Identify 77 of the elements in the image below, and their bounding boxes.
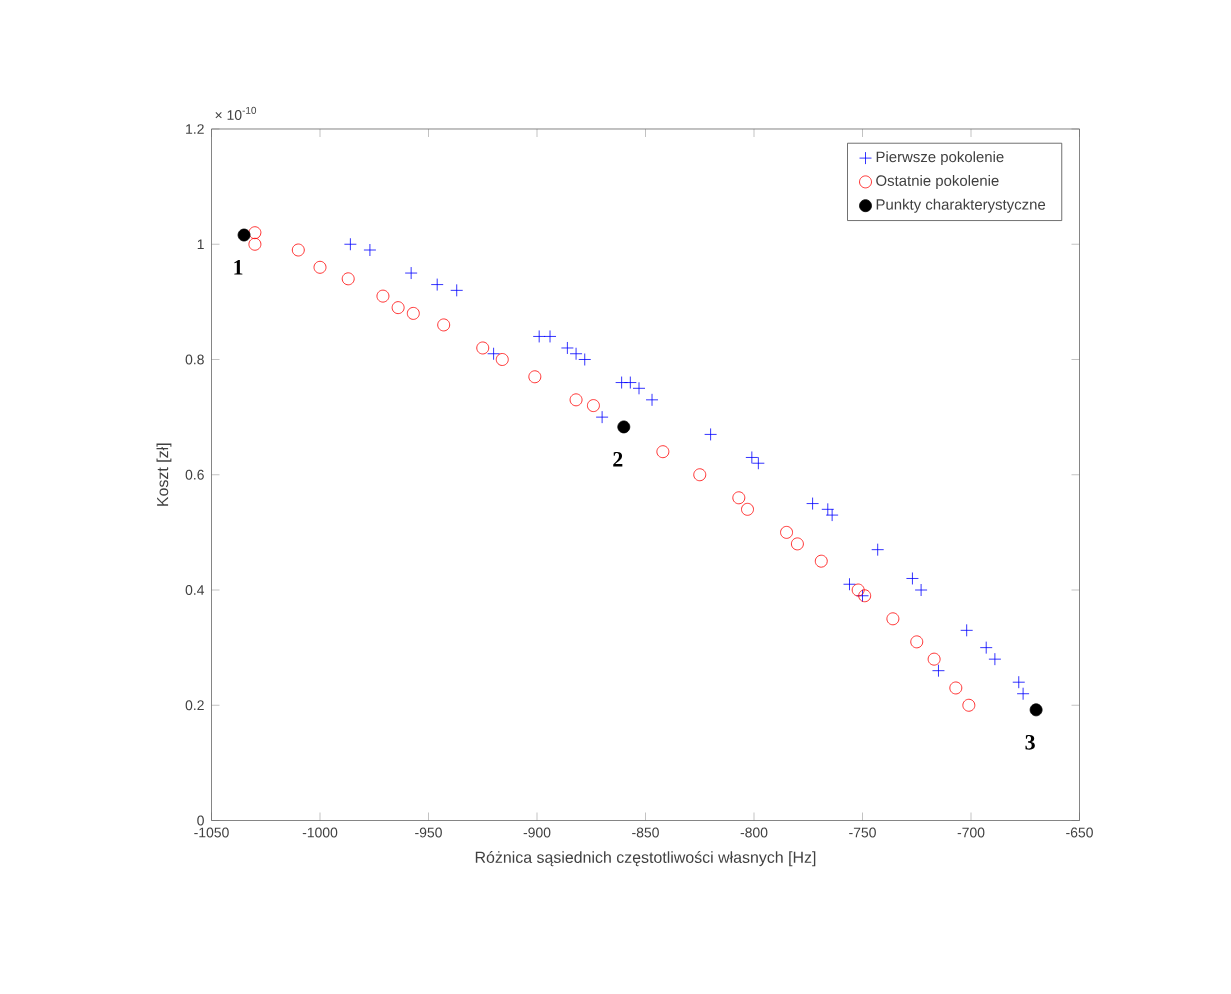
x-tick-label: -750: [849, 827, 876, 838]
point: [979, 641, 993, 655]
x-axis-title: Różnica sąsiednich częstotliwości własnych [Hz]: [475, 851, 816, 867]
point: [406, 307, 420, 320]
x-tick-label: -950: [415, 827, 442, 838]
point: [291, 243, 305, 257]
point: [437, 318, 451, 332]
point: [391, 301, 405, 315]
annotation: 1: [234, 260, 243, 275]
legend-label: Pierwsze pokolenie: [876, 151, 1004, 166]
point: [450, 283, 464, 297]
x-tick-label: -900: [523, 827, 551, 838]
y-tick-label: 0.2: [185, 700, 204, 711]
x-tick-label: -850: [632, 827, 659, 838]
point: [927, 652, 941, 666]
point: [960, 623, 974, 637]
x-tick-label: -1050: [194, 827, 229, 838]
point: [528, 370, 542, 384]
point: [376, 289, 390, 303]
y-axis-title: Koszt [zł]: [156, 443, 172, 506]
point: [595, 410, 609, 424]
point: [871, 543, 885, 557]
point: [791, 537, 804, 551]
point: [843, 577, 856, 591]
point: [313, 260, 327, 274]
point: [914, 583, 928, 597]
legend-label: Punkty charakterystyczne: [876, 198, 1046, 213]
point: [532, 330, 546, 343]
point: [341, 272, 355, 286]
point: [487, 347, 500, 361]
point: [851, 583, 865, 597]
point: [949, 681, 963, 695]
point: [543, 330, 557, 343]
point: [910, 635, 924, 649]
point: [237, 228, 251, 242]
x-tick-label: -700: [957, 827, 985, 838]
y-tick-label: 1: [197, 239, 204, 250]
point: [248, 237, 262, 251]
point: [1016, 687, 1030, 701]
y-tick-label: 0: [197, 815, 204, 826]
x-tick-label: -1000: [302, 827, 338, 838]
point: [806, 497, 819, 510]
point: [495, 353, 509, 366]
x-tick-label: -800: [740, 827, 768, 838]
point: [1012, 675, 1026, 689]
text: × 10$^{-10}$: [215, 106, 257, 120]
point: [569, 393, 583, 407]
annotation: 2: [613, 451, 623, 467]
point: [932, 664, 945, 678]
legend-label: Ostatnie pokolenie: [876, 175, 999, 189]
point: [988, 652, 1002, 666]
point: [645, 393, 659, 407]
y-tick-label: 1.2: [186, 124, 204, 134]
point: [404, 266, 418, 280]
y-tick-label: 0.6: [185, 469, 204, 480]
point: [704, 428, 718, 441]
y-tick-label: 0.8: [185, 354, 204, 365]
point: [248, 226, 262, 240]
point: [906, 572, 919, 585]
point: [656, 445, 670, 459]
point: [1029, 703, 1043, 717]
x-tick-label: -650: [1066, 827, 1093, 838]
annotation: 3: [1025, 734, 1035, 750]
point: [962, 698, 976, 712]
point: [363, 243, 377, 257]
point: [732, 491, 746, 505]
point: [617, 420, 631, 434]
point: [780, 525, 793, 539]
point: [430, 278, 444, 291]
y-tick-label: 0.4: [185, 585, 205, 595]
point: [693, 468, 707, 482]
point: [814, 554, 828, 568]
point: [587, 399, 600, 412]
point: [476, 341, 490, 355]
point: [886, 612, 900, 626]
point: [343, 237, 357, 251]
point: [741, 502, 754, 516]
